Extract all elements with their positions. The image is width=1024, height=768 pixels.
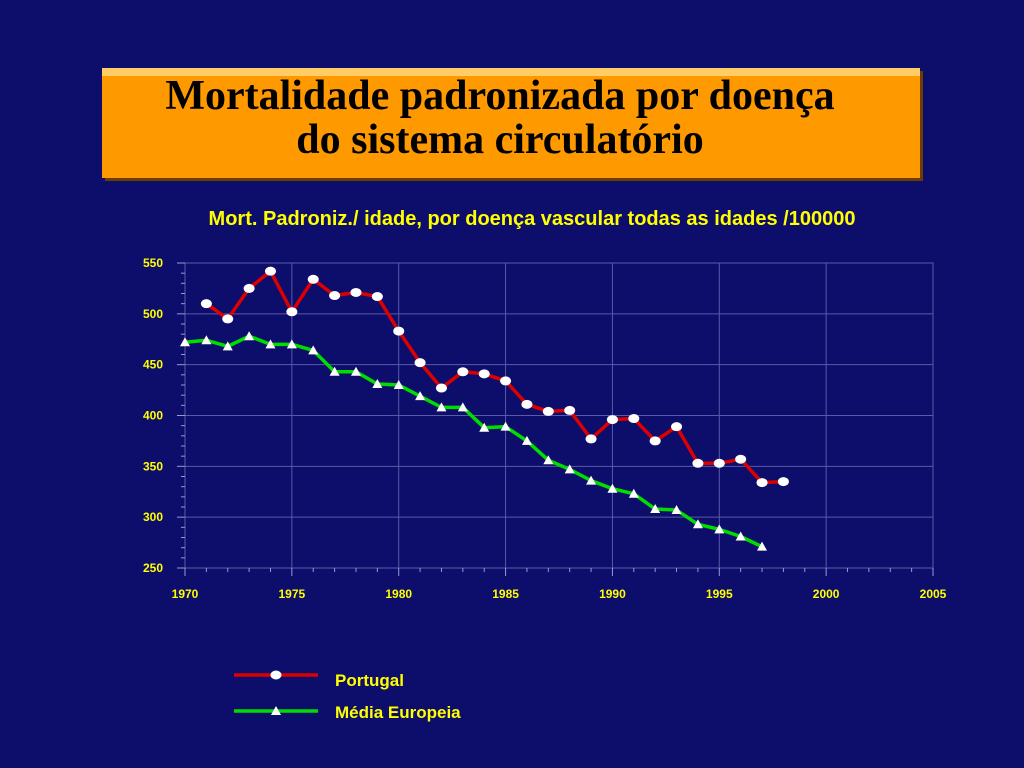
data-point-media-europeia <box>500 421 511 431</box>
data-point-portugal <box>564 405 576 415</box>
data-point-media-europeia <box>650 504 661 514</box>
data-point-media-europeia <box>564 464 575 474</box>
data-point-media-europeia <box>286 339 297 349</box>
legend-marker-media-europeia <box>271 706 281 715</box>
data-point-media-europeia <box>607 483 618 493</box>
data-point-portugal <box>521 399 533 409</box>
y-tick-label: 500 <box>143 307 163 321</box>
x-tick-label: 1990 <box>599 587 626 601</box>
data-point-portugal <box>649 436 661 446</box>
data-point-media-europeia <box>586 475 597 485</box>
data-point-portugal <box>500 376 512 386</box>
data-point-media-europeia <box>714 524 725 534</box>
x-tick-label: 1985 <box>492 587 519 601</box>
chart-title: Mort. Padroniz./ idade, por doença vascu… <box>208 208 856 230</box>
slide-title-line2: do sistema circulatório <box>296 117 704 163</box>
legend-label-portugal: Portugal <box>335 671 404 690</box>
x-tick-label: 2000 <box>813 587 840 601</box>
y-tick-label: 450 <box>143 358 163 372</box>
data-point-media-europeia <box>692 519 703 529</box>
data-point-media-europeia <box>735 531 746 541</box>
legend-marker-portugal <box>270 670 282 680</box>
series-line-media-europeia <box>184 334 763 549</box>
data-point-media-europeia <box>244 331 255 341</box>
data-point-portugal <box>307 274 319 284</box>
data-point-media-europeia <box>671 505 682 515</box>
data-point-portugal <box>457 367 469 377</box>
data-point-media-europeia <box>543 455 554 465</box>
slide-title: Mortalidade padronizada por doença do si… <box>0 74 1000 162</box>
data-point-media-europeia <box>372 378 383 388</box>
data-point-portugal <box>414 358 426 368</box>
y-tick-label: 300 <box>143 510 163 524</box>
data-point-portugal <box>243 283 255 293</box>
data-point-portugal <box>222 314 234 324</box>
series-line-portugal <box>205 269 784 485</box>
x-tick-label: 2005 <box>920 587 947 601</box>
data-point-portugal <box>393 326 405 336</box>
data-point-media-europeia <box>201 335 212 345</box>
data-point-media-europeia <box>393 380 404 389</box>
data-point-media-europeia <box>628 488 639 498</box>
data-point-portugal <box>756 478 768 488</box>
y-tick-label: 400 <box>143 409 163 423</box>
data-point-portugal <box>628 414 640 424</box>
slide-title-line1: Mortalidade padronizada por doença <box>165 73 835 119</box>
data-point-media-europeia <box>457 402 468 412</box>
data-point-media-europeia <box>757 541 768 551</box>
x-tick-label: 1995 <box>706 587 733 601</box>
data-point-media-europeia <box>222 341 233 351</box>
y-tick-label: 350 <box>143 459 163 473</box>
x-tick-label: 1975 <box>279 587 306 601</box>
legend-label-media-europeia: Média Europeia <box>335 703 461 722</box>
data-point-media-europeia <box>308 345 319 355</box>
x-tick-label: 1980 <box>385 587 412 601</box>
data-point-portugal <box>200 299 212 309</box>
data-point-media-europeia <box>521 435 532 445</box>
data-point-portugal <box>264 266 276 276</box>
x-tick-label: 1970 <box>172 587 199 601</box>
data-point-portugal <box>435 383 447 393</box>
data-point-media-europeia <box>479 422 490 432</box>
data-point-media-europeia <box>415 391 426 401</box>
data-point-portugal <box>671 422 683 432</box>
y-tick-label: 550 <box>143 256 163 270</box>
data-point-portugal <box>713 458 725 468</box>
title-banner <box>102 68 920 178</box>
y-tick-label: 250 <box>143 561 163 575</box>
data-point-portugal <box>692 458 704 468</box>
data-point-portugal <box>478 369 490 379</box>
data-point-media-europeia <box>329 366 340 376</box>
data-point-portugal <box>606 415 618 425</box>
data-point-portugal <box>286 307 298 317</box>
data-point-portugal <box>585 434 597 444</box>
data-point-media-europeia <box>180 337 190 347</box>
data-point-portugal <box>777 477 789 487</box>
data-point-media-europeia <box>436 402 447 412</box>
data-point-portugal <box>371 292 383 302</box>
data-point-portugal <box>350 287 362 297</box>
data-point-portugal <box>735 454 747 464</box>
data-point-media-europeia <box>350 366 361 376</box>
data-point-media-europeia <box>265 339 276 349</box>
data-point-portugal <box>542 406 554 416</box>
data-point-portugal <box>329 291 341 301</box>
